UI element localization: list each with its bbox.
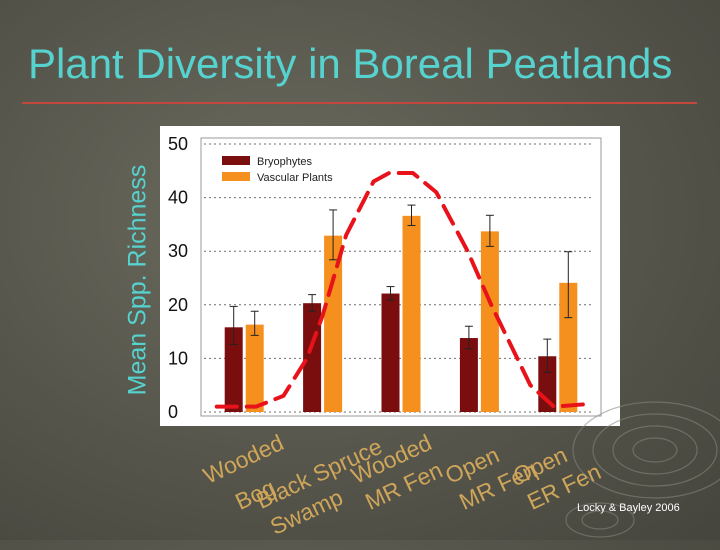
bar-vascular-plants bbox=[402, 215, 421, 412]
bar-bryophytes bbox=[303, 303, 322, 412]
ripple-decoration bbox=[565, 401, 720, 538]
bar-vascular-plants bbox=[480, 231, 499, 412]
y-axis-label: Mean Spp. Richness bbox=[123, 164, 152, 396]
legend-swatch bbox=[222, 172, 250, 181]
bar-vascular-plants bbox=[559, 282, 578, 412]
bar-bryophytes bbox=[224, 327, 243, 412]
bar-bryophytes bbox=[459, 338, 478, 412]
source-credit: Locky & Bayley 2006 bbox=[577, 502, 680, 514]
bar-vascular-plants bbox=[324, 235, 343, 412]
y-tick-label: 50 bbox=[168, 134, 188, 154]
bar-bryophytes bbox=[381, 293, 400, 412]
y-tick-label: 40 bbox=[168, 188, 188, 208]
legend-label: Vascular Plants bbox=[257, 172, 333, 184]
legend-label: Bryophytes bbox=[257, 156, 313, 168]
chart-panel: 0 10 20 30 40 50 Bryophytes Vascular Plants bbox=[160, 126, 620, 426]
bar-chart: 0 10 20 30 40 50 Bryophytes Vascular Plants bbox=[168, 134, 602, 422]
y-tick-label: 0 bbox=[168, 402, 178, 422]
y-tick-label: 30 bbox=[168, 241, 188, 261]
legend-swatch bbox=[222, 156, 250, 165]
y-tick-label: 10 bbox=[168, 348, 188, 368]
slide-title: Plant Diversity in Boreal Peatlands bbox=[28, 40, 673, 87]
trend-line bbox=[214, 170, 592, 409]
bar-vascular-plants bbox=[245, 324, 264, 412]
title-underline bbox=[22, 102, 697, 104]
y-tick-label: 20 bbox=[168, 295, 188, 315]
plot-frame bbox=[200, 137, 602, 417]
